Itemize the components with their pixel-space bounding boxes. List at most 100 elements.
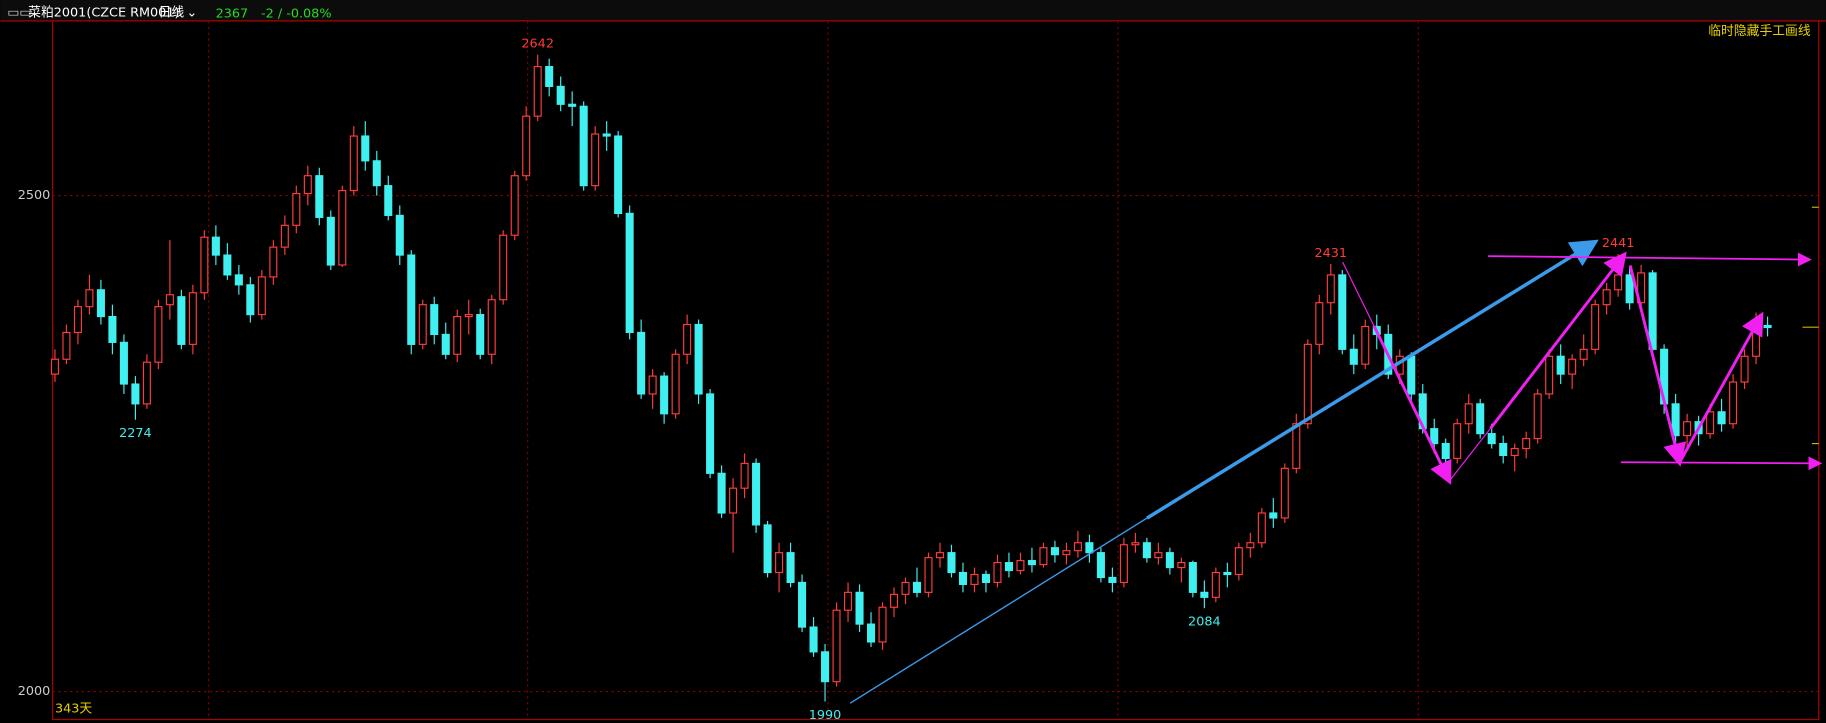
candle-body <box>1096 552 1105 579</box>
candle-body <box>1326 274 1335 304</box>
candle-body <box>430 304 439 336</box>
candle-body <box>901 581 910 595</box>
candle-body <box>648 375 657 395</box>
candle-body <box>970 573 979 586</box>
candle-body <box>85 289 94 308</box>
candle-body <box>821 651 830 683</box>
bar-count: 343天 <box>55 702 92 717</box>
candle-body <box>1453 423 1462 460</box>
resistance-line[interactable] <box>1488 252 1812 267</box>
candle-body <box>96 289 105 318</box>
candle-body <box>211 236 220 256</box>
extreme-label: 2642 <box>521 37 554 52</box>
candle-body <box>740 462 749 489</box>
period[interactable]: 日线 <box>159 5 185 20</box>
candle-body <box>1188 562 1197 593</box>
trend-line[interactable] <box>1146 239 1599 520</box>
candle-body <box>372 160 381 187</box>
candles: 2000 2500 2274 2642 1990 2084 2431 2441 <box>18 37 1819 723</box>
candle-body <box>361 135 370 162</box>
extreme-label: 2274 <box>119 426 152 441</box>
candle-body <box>1234 547 1243 576</box>
candle-body <box>717 472 726 514</box>
candle-body <box>1706 411 1715 435</box>
candle-body <box>844 591 853 611</box>
candle-body <box>119 341 128 385</box>
candle-body <box>1039 547 1048 566</box>
candle-body <box>338 190 347 266</box>
right-scale-ticks <box>1802 206 1819 445</box>
candle-body <box>1142 542 1151 559</box>
candle-body <box>1108 576 1117 584</box>
candle-body <box>1016 560 1025 572</box>
candle-body <box>441 333 450 355</box>
candle-body <box>223 254 232 276</box>
extreme-label: 1990 <box>809 708 842 723</box>
symbol-title[interactable]: 菜粕2001(CZCE RM001) <box>28 5 179 20</box>
candle-body <box>1154 552 1163 559</box>
candle-body <box>912 581 922 593</box>
candle-body <box>246 284 255 316</box>
candle-body <box>177 296 186 345</box>
hide-drawings-toggle[interactable]: 临时隐藏手工画线 <box>1708 24 1811 39</box>
candle-body <box>1545 355 1554 395</box>
candle-body <box>878 606 887 643</box>
candle-body <box>1246 542 1255 549</box>
candle-body <box>683 323 692 355</box>
drawings <box>849 239 1823 704</box>
candle-body <box>303 175 312 195</box>
candle-body <box>568 103 577 107</box>
candle-body <box>73 306 82 334</box>
candle-body <box>418 304 427 345</box>
candle-body <box>798 581 807 628</box>
candle-body <box>958 571 968 586</box>
candle-body <box>729 487 738 514</box>
candle-body <box>602 133 611 137</box>
candle-body <box>786 552 795 584</box>
last-price: 2367 <box>216 6 249 21</box>
candle-body <box>349 135 358 192</box>
symbol-icon[interactable]: ▭▭ <box>7 5 31 20</box>
candle-body <box>257 276 266 316</box>
candle-body <box>614 135 623 214</box>
candle-body <box>1717 411 1726 425</box>
wave-line[interactable] <box>1372 325 1452 485</box>
candle-body <box>142 361 151 405</box>
trend-line[interactable] <box>849 517 1148 704</box>
vertical-grid <box>208 20 1419 719</box>
candle-body <box>637 331 646 395</box>
candle-body <box>1533 393 1542 440</box>
candle-body <box>763 524 772 574</box>
candle-body <box>1671 403 1680 437</box>
candle-body <box>1338 274 1347 350</box>
candle-body <box>889 593 899 608</box>
y-tick-label: 2000 <box>18 684 51 699</box>
candle-body <box>706 393 715 474</box>
candle-body <box>1556 355 1565 375</box>
period-dropdown[interactable]: ⌄ <box>187 5 198 20</box>
wave-line[interactable] <box>1342 261 1375 327</box>
wave-line[interactable] <box>1448 428 1491 483</box>
wave-line[interactable] <box>1489 251 1627 430</box>
wave-line[interactable] <box>1628 265 1687 467</box>
candle-body <box>1740 355 1749 383</box>
toolbar <box>0 0 1826 21</box>
candle-body <box>1430 428 1439 445</box>
candle-body <box>165 294 174 306</box>
candle-body <box>809 626 818 653</box>
candle-body <box>694 323 703 395</box>
support-line[interactable] <box>1620 456 1823 471</box>
candle-body <box>1464 403 1473 425</box>
candle-body <box>775 552 784 574</box>
candle-body <box>947 552 956 574</box>
wave-line[interactable] <box>1677 311 1764 465</box>
candle-body <box>1625 274 1634 304</box>
candle-body <box>671 353 680 415</box>
candle-body <box>1683 421 1692 437</box>
candle-body <box>1579 348 1588 360</box>
candle-body <box>108 315 117 343</box>
plot-frame <box>52 20 1820 721</box>
candle-body <box>1568 358 1577 375</box>
